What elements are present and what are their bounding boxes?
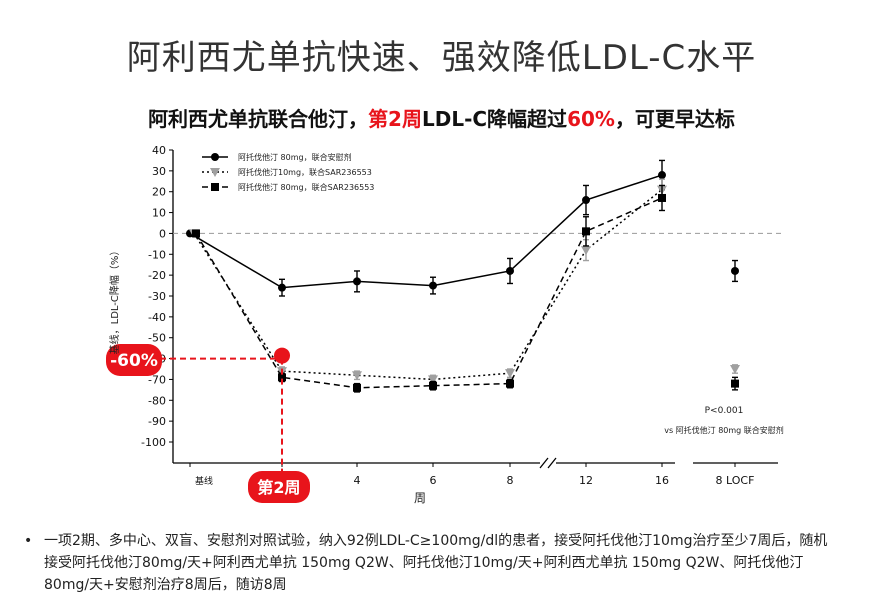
- headline-part-5: ，可更早达标: [614, 107, 735, 131]
- legend-entry: 阿托伐他汀10mg，联合SAR236553: [238, 167, 372, 177]
- headline-highlight-percent: 60%: [567, 107, 615, 131]
- marker-triangle: [428, 375, 438, 385]
- marker-circle: [211, 153, 219, 161]
- x-axis-label: 周: [414, 491, 426, 505]
- x-tick-label: 8: [507, 474, 514, 487]
- x-tick-label: 基线: [195, 475, 213, 487]
- study-footnote: • 一项2期、多中心、双盲、安慰剂对照试验，纳入92例LDL-C≥100mg/d…: [24, 530, 834, 596]
- legend-entry: 阿托伐他汀 80mg，联合安慰剂: [238, 152, 352, 162]
- y-tick-label: -80: [148, 394, 166, 407]
- axis-break-mark: [539, 457, 549, 469]
- marker-square: [353, 383, 361, 392]
- marker-square: [278, 373, 286, 382]
- y-tick-label: 20: [152, 186, 166, 199]
- marker-square: [582, 227, 590, 236]
- marker-triangle: [505, 369, 515, 379]
- callout-value-label: -60%: [110, 351, 158, 371]
- headline-part-3: LDL-C降幅超过: [421, 107, 568, 131]
- series-layer: [186, 159, 740, 393]
- headline-part-1: 阿利西尤单抗联合他汀，: [148, 107, 369, 131]
- callout-layer: -60% 第2周: [106, 344, 310, 503]
- marker-square: [429, 381, 437, 390]
- headline-highlight-week: 第2周: [368, 107, 422, 131]
- marker-circle: [506, 266, 514, 275]
- series-circle: [186, 159, 739, 297]
- comparison-label: vs 阿托伐他汀 80mg 联合安慰剂: [664, 425, 784, 435]
- chart-axes: 403020100-10-20-30-40-50-60-70-80-90-100…: [141, 144, 778, 487]
- marker-triangle: [581, 246, 591, 256]
- marker-triangle: [730, 365, 740, 374]
- marker-triangle: [352, 371, 362, 381]
- slide-title: 阿利西尤单抗快速、强效降低LDL-C水平: [126, 38, 757, 78]
- x-tick-label: 6: [430, 474, 437, 487]
- marker-square: [658, 193, 666, 202]
- x-tick-label-locf: 8 LOCF: [716, 474, 755, 487]
- marker-square: [731, 379, 739, 388]
- y-axis-label: 基线，LDL-C降幅（%）: [108, 246, 121, 355]
- chart-headline: 阿利西尤单抗联合他汀，第2周LDL-C降幅超过60%，可更早达标: [0, 103, 883, 132]
- marker-circle: [658, 171, 666, 180]
- y-tick-label: -10: [148, 248, 166, 261]
- marker-square: [192, 229, 200, 238]
- y-tick-label: -90: [148, 415, 166, 428]
- y-tick-label: -70: [148, 373, 166, 386]
- y-tick-label: -40: [148, 311, 166, 324]
- marker-triangle: [210, 168, 220, 177]
- axis-break-mark: [547, 457, 557, 469]
- y-tick-label: 10: [152, 207, 166, 220]
- series-line: [193, 189, 663, 381]
- marker-circle: [731, 266, 739, 275]
- callout-week-label: 第2周: [257, 478, 300, 497]
- y-tick-label: -100: [141, 436, 166, 449]
- x-tick-label: 16: [655, 474, 669, 487]
- footnote-text: 一项2期、多中心、双盲、安慰剂对照试验，纳入92例LDL-C≥100mg/dl的…: [44, 533, 828, 593]
- marker-circle: [278, 283, 286, 292]
- series-square: [192, 184, 739, 393]
- marker-square: [506, 379, 514, 388]
- marker-circle: [353, 277, 361, 286]
- marker-circle: [429, 281, 437, 290]
- x-tick-label: 12: [579, 474, 593, 487]
- y-tick-label: 40: [152, 144, 166, 157]
- y-tick-label: 0: [159, 227, 166, 240]
- p-value-label: P<0.001: [705, 406, 744, 416]
- y-tick-label: -50: [148, 332, 166, 345]
- bullet-icon: •: [24, 533, 33, 549]
- callout-dot: [274, 347, 290, 364]
- y-tick-label: -20: [148, 269, 166, 282]
- callout-week-badge: [248, 471, 310, 503]
- y-tick-label: -30: [148, 290, 166, 303]
- y-tick-label: 30: [152, 165, 166, 178]
- callout-value-badge: [106, 344, 162, 376]
- marker-square: [211, 183, 219, 191]
- marker-circle: [582, 196, 590, 205]
- x-tick-label: 4: [354, 474, 361, 487]
- legend-entry: 阿托伐他汀 80mg，联合SAR236553: [238, 182, 374, 192]
